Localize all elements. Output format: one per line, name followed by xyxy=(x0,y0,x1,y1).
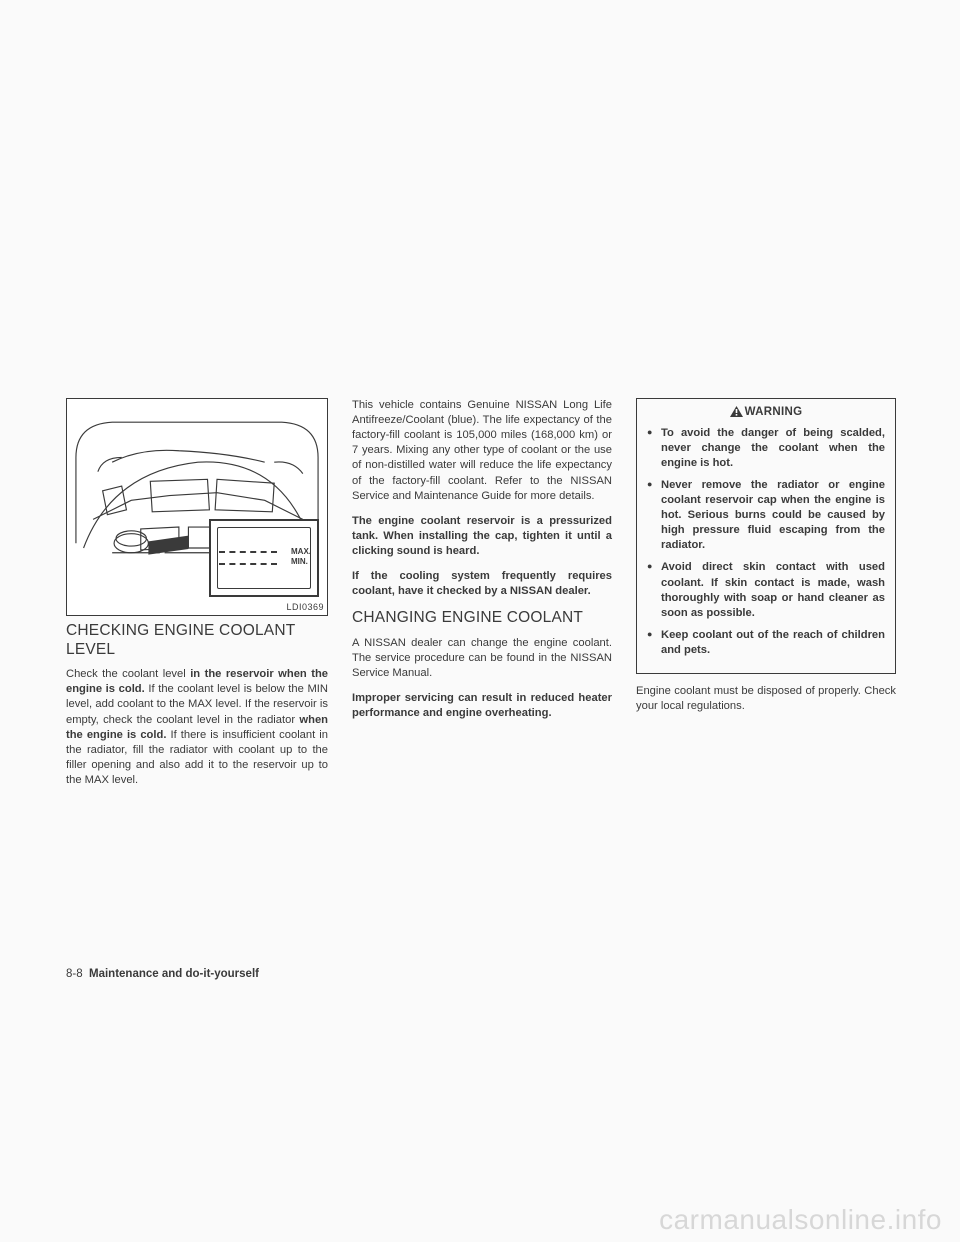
column-2: This vehicle contains Genuine NISSAN Lon… xyxy=(352,398,612,798)
warning-title: WARNING xyxy=(647,405,885,421)
warning-item: Avoid direct skin contact with used cool… xyxy=(647,560,885,620)
col2-p2: The engine coolant reservoir is a pressu… xyxy=(352,514,612,559)
warning-item: Never remove the radiator or engine cool… xyxy=(647,478,885,554)
col3-p1: Engine coolant must be disposed of prope… xyxy=(636,684,896,714)
col1-paragraph-1: Check the coolant level in the reservoir… xyxy=(66,667,328,788)
warning-icon xyxy=(730,406,743,417)
col2-p5: Improper servicing can result in reduced… xyxy=(352,691,612,721)
diagram-code: LDI0369 xyxy=(286,601,324,613)
warning-box: WARNING To avoid the danger of being sca… xyxy=(636,398,896,674)
warning-list: To avoid the danger of being scalded, ne… xyxy=(647,426,885,659)
page-number: 8-8 xyxy=(66,968,83,980)
col2-p3: If the cooling system frequently require… xyxy=(352,569,612,599)
column-3: WARNING To avoid the danger of being sca… xyxy=(636,398,896,798)
warning-item: Keep coolant out of the reach of childre… xyxy=(647,628,885,658)
warning-item: To avoid the danger of being scalded, ne… xyxy=(647,426,885,471)
inset-max-label: MAX. xyxy=(291,547,311,557)
col2-p1: This vehicle contains Genuine NISSAN Lon… xyxy=(352,398,612,504)
section-title: Maintenance and do-it-yourself xyxy=(89,968,259,980)
page-footer: 8-8 Maintenance and do-it-yourself xyxy=(66,968,259,980)
reservoir-inset: MAX. MIN. xyxy=(209,519,319,597)
column-1: MAX. MIN. LDI0369 CHECKING ENGINE COOLAN… xyxy=(66,398,328,798)
heading-checking-coolant: CHECKING ENGINE COOLANT LEVEL xyxy=(66,622,328,659)
engine-diagram: MAX. MIN. LDI0369 xyxy=(66,398,328,616)
inset-min-label: MIN. xyxy=(291,557,311,567)
col2-p4: A NISSAN dealer can change the engine co… xyxy=(352,636,612,681)
heading-changing-coolant: CHANGING ENGINE COOLANT xyxy=(352,609,612,628)
page-content: MAX. MIN. LDI0369 CHECKING ENGINE COOLAN… xyxy=(66,398,896,798)
watermark: carmanualsonline.info xyxy=(659,1204,942,1236)
